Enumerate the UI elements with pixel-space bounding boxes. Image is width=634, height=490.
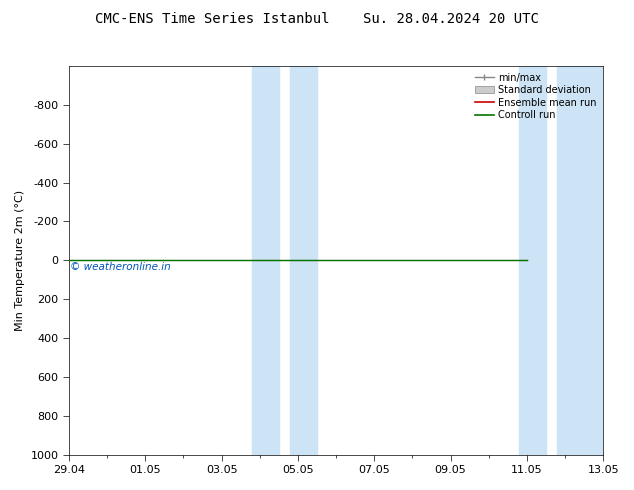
Bar	[252, 66, 279, 455]
Text: © weatheronline.in: © weatheronline.in	[70, 262, 171, 272]
Y-axis label: Min Temperature 2m (°C): Min Temperature 2m (°C)	[15, 190, 25, 331]
Bar	[519, 66, 546, 455]
Legend: min/max, Standard deviation, Ensemble mean run, Controll run: min/max, Standard deviation, Ensemble me…	[472, 71, 598, 122]
Bar	[290, 66, 317, 455]
Bar	[557, 66, 607, 455]
Text: CMC-ENS Time Series Istanbul    Su. 28.04.2024 20 UTC: CMC-ENS Time Series Istanbul Su. 28.04.2…	[95, 12, 539, 26]
